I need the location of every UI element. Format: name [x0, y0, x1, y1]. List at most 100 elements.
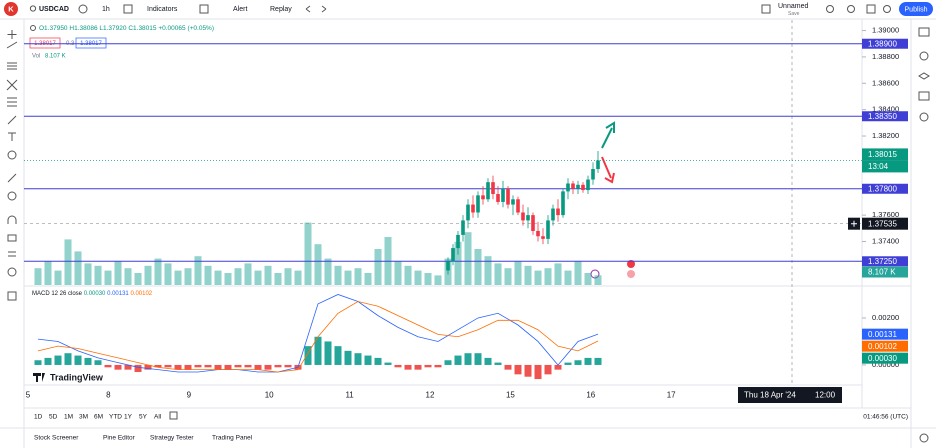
brush-tool[interactable] [7, 115, 17, 125]
search-icon [29, 5, 37, 12]
trash-tool[interactable] [7, 291, 17, 301]
replay-button[interactable]: Replay [270, 6, 292, 13]
undo-redo[interactable] [305, 5, 327, 13]
crosshair-hour: 12:00 [815, 391, 836, 400]
legend-toggle[interactable] [30, 25, 36, 31]
lock-tool[interactable] [7, 234, 17, 242]
price-tick-label: 1.39000 [872, 26, 899, 35]
volume-bar [234, 268, 242, 285]
up-arrow-drawing[interactable] [601, 121, 615, 149]
alert-button[interactable]: Alert [233, 6, 247, 13]
layout-icon[interactable] [761, 4, 771, 14]
volume-bar [164, 263, 172, 285]
macd-legend: MACD 12 26 close 0.00030 0.00131 0.00102 [32, 291, 153, 297]
templates-icon[interactable] [199, 4, 209, 14]
bottom-tab[interactable]: Trading Panel [212, 435, 253, 442]
chart-style-icon[interactable] [123, 4, 133, 14]
fullscreen-icon[interactable] [866, 4, 876, 14]
zoom-tool[interactable] [7, 191, 17, 201]
alerts-icon[interactable] [919, 51, 929, 61]
macd-histogram-bar [34, 360, 42, 365]
macd-histogram-bar [224, 364, 232, 370]
publish-button[interactable] [899, 2, 933, 16]
data-icon[interactable] [918, 72, 930, 80]
candle-body [466, 204, 470, 221]
legend-ohlc: O1.37950 H1.38086 L1.37920 C1.38015 +0.0… [39, 25, 214, 32]
watchlist-icon[interactable] [918, 27, 930, 37]
trendline-tool[interactable] [6, 41, 18, 49]
range-button[interactable]: 5D [49, 414, 58, 421]
range-button[interactable]: YTD [109, 414, 122, 421]
forecast-tool[interactable] [7, 97, 17, 107]
level-label-text: 1.37800 [868, 184, 897, 193]
macd-histogram-bar [154, 364, 162, 368]
layout-name[interactable]: Unnamed [778, 3, 808, 10]
volume-bar [354, 268, 362, 285]
buy-box[interactable] [75, 37, 107, 49]
drawings-tool[interactable] [8, 251, 16, 257]
bottom-tab[interactable]: Strategy Tester [150, 435, 194, 442]
macd-histogram-bar [534, 364, 542, 380]
macd-histogram-bar [124, 364, 132, 370]
volume-bar [284, 268, 292, 285]
help-icon[interactable] [919, 433, 929, 443]
event-flag[interactable] [627, 260, 635, 268]
range-button[interactable]: 1D [34, 414, 43, 421]
save-label[interactable]: Save [788, 11, 800, 17]
macd-histogram-bar [434, 364, 442, 368]
countdown-box [862, 160, 908, 173]
indicators-button[interactable]: Indicators [147, 6, 178, 13]
volume-bar [494, 263, 502, 285]
macd-histogram-bar [454, 355, 462, 365]
candle-body [551, 208, 555, 221]
visibility-tool[interactable] [7, 267, 17, 277]
crosshair-tool[interactable] [7, 30, 17, 39]
range-button[interactable]: All [154, 414, 162, 421]
compare-icon[interactable] [78, 4, 88, 14]
crosshair-price-label: 1.37535 [862, 217, 908, 230]
legend-change: +0.00065 (+0.05%) [158, 25, 214, 32]
macd-value-label: 0.00030 [862, 352, 908, 364]
range-button[interactable]: 1Y [124, 414, 133, 421]
volume-bar [374, 249, 382, 285]
volume-legend-label: Vol [32, 54, 40, 60]
candle-body [596, 160, 600, 169]
candle-body [456, 234, 460, 249]
volume-bar [584, 273, 592, 285]
range-button[interactable]: 3M [79, 414, 88, 421]
bottom-tab[interactable]: Pine Editor [103, 435, 136, 442]
crosshair-price-label-box [862, 217, 908, 230]
candle-body [581, 184, 585, 191]
range-button[interactable]: 5Y [139, 414, 148, 421]
avatar[interactable] [4, 2, 18, 16]
emoji-tool[interactable] [7, 150, 17, 160]
symbol[interactable]: USDCAD [39, 6, 69, 13]
macd-histogram-bar [504, 364, 512, 370]
ideas-icon[interactable] [919, 112, 929, 122]
fib-tool[interactable] [7, 62, 17, 70]
volume-bar [224, 273, 232, 285]
range-button[interactable]: 6M [94, 414, 103, 421]
sell-box[interactable] [29, 37, 61, 49]
bottom-tab[interactable]: Stock Screener [34, 435, 79, 442]
chat-icon[interactable] [918, 91, 930, 101]
range-button[interactable]: 1M [64, 414, 73, 421]
volume-bar [204, 265, 212, 285]
price-tick-label: 1.38800 [872, 52, 899, 61]
text-tool[interactable] [8, 132, 16, 141]
macd-histogram-bar [574, 360, 582, 365]
ruler-tool[interactable] [7, 173, 17, 183]
event-flag[interactable] [627, 270, 635, 278]
magnet-tool[interactable] [7, 215, 17, 224]
search-icon[interactable] [826, 5, 834, 13]
interval[interactable]: 1h [102, 6, 110, 13]
volume-bar [474, 249, 482, 285]
date-range-icon[interactable] [169, 411, 178, 420]
settings-icon[interactable] [847, 5, 855, 13]
camera-icon[interactable] [883, 5, 891, 13]
pattern-tool[interactable] [6, 79, 18, 91]
candle-body [571, 183, 575, 189]
macd-histogram-bar [354, 353, 362, 365]
level-label-text: 1.38900 [868, 39, 897, 48]
